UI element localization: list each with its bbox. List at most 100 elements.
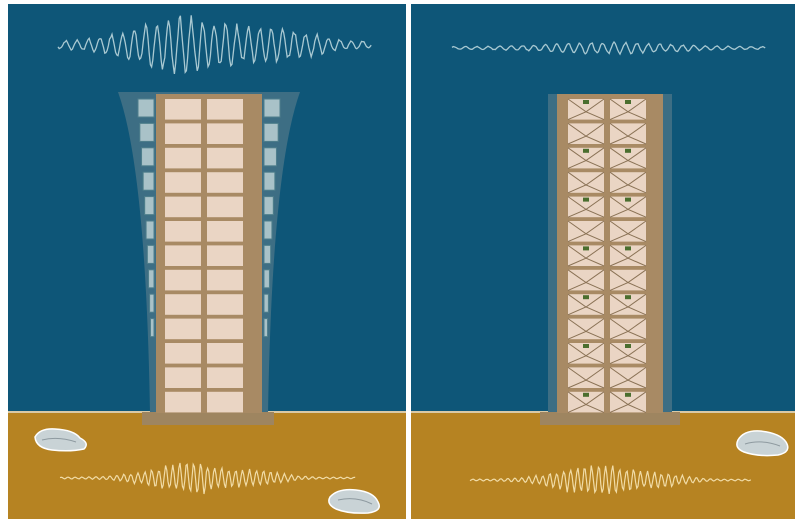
left-glass-pane: [145, 220, 155, 240]
left-rock-1: [34, 428, 87, 452]
right-damper: [583, 100, 589, 104]
right-brace: [609, 269, 647, 291]
right-damper: [583, 344, 589, 348]
right-building: [540, 94, 680, 425]
left-window: [207, 147, 243, 169]
left-window: [207, 294, 243, 315]
left-window: [165, 391, 201, 413]
right-brace: [609, 391, 647, 413]
left-glass-pane: [142, 171, 155, 191]
right-building-base: [540, 412, 680, 425]
right-window: [568, 343, 604, 364]
right-window: [568, 391, 604, 413]
right-brace: [609, 147, 647, 169]
left-window: [165, 147, 201, 169]
left-glass-pane: [146, 244, 155, 264]
right-glass-pane: [263, 244, 272, 264]
right-damper: [625, 197, 631, 202]
right-window: [568, 245, 604, 266]
right-window: [610, 172, 646, 193]
right-panel: [411, 4, 795, 519]
right-window: [610, 245, 646, 266]
left-rock-2: [328, 488, 380, 514]
left-ground-wave: [59, 462, 356, 495]
right-glass-pane: [263, 122, 279, 142]
right-brace: [609, 122, 647, 145]
left-window: [207, 318, 243, 340]
right-brace: [567, 391, 605, 413]
right-window: [568, 294, 604, 315]
right-window: [610, 196, 646, 218]
right-brace: [567, 293, 605, 316]
right-damper: [583, 197, 589, 202]
right-window: [610, 221, 646, 242]
right-brace: [609, 171, 647, 194]
left-window: [165, 269, 201, 291]
right-damper: [583, 246, 589, 251]
right-brace: [609, 196, 647, 218]
left-window: [165, 245, 201, 266]
right-glass-pane: [263, 269, 270, 289]
right-damper: [583, 295, 589, 300]
right-glass-pane: [263, 147, 277, 167]
left-window: [207, 269, 243, 291]
right-damper: [583, 392, 589, 397]
right-brace: [567, 122, 605, 145]
right-brace: [567, 318, 605, 340]
left-glass-pane: [141, 147, 155, 167]
left-windows: [165, 99, 243, 413]
left-window: [165, 294, 201, 315]
left-window: [165, 99, 201, 120]
left-window: [207, 343, 243, 364]
right-window: [610, 318, 646, 340]
right-brace: [567, 147, 605, 169]
left-window: [207, 172, 243, 193]
right-window: [610, 269, 646, 291]
right-brace: [609, 366, 647, 389]
right-window: [610, 123, 646, 144]
left-panel: [8, 4, 406, 519]
left-window: [165, 318, 201, 340]
right-window: [610, 367, 646, 388]
right-glass-pane: [263, 220, 273, 240]
right-window: [568, 172, 604, 193]
right-damper: [625, 148, 631, 153]
left-window: [165, 123, 201, 144]
right-damper: [625, 344, 631, 348]
right-brace: [609, 244, 647, 267]
right-damper: [625, 246, 631, 251]
left-glass-pane: [149, 293, 155, 313]
right-brace: [567, 171, 605, 194]
left-glass-pane: [139, 122, 155, 142]
right-brace: [609, 293, 647, 316]
right-window: [568, 318, 604, 340]
right-window: [568, 221, 604, 242]
right-brace: [567, 220, 605, 243]
left-window: [165, 196, 201, 218]
right-brace: [567, 244, 605, 267]
right-ground-wave: [469, 465, 752, 495]
right-rock: [736, 430, 789, 457]
right-damper: [583, 148, 589, 153]
right-sky-wave: [451, 40, 766, 56]
right-glass-pane: [263, 171, 276, 191]
left-glass-pane: [148, 269, 155, 289]
left-glass-right: [263, 98, 281, 338]
right-window: [610, 147, 646, 169]
right-window: [610, 343, 646, 364]
left-glass-pane: [149, 318, 155, 338]
right-brace: [567, 342, 605, 365]
right-brace: [567, 98, 605, 121]
left-window: [207, 99, 243, 120]
right-window: [610, 99, 646, 120]
right-window: [610, 391, 646, 413]
right-windows: [567, 98, 647, 413]
right-ground: [411, 412, 795, 519]
right-damper: [625, 295, 631, 300]
right-damper: [625, 392, 631, 397]
right-damper: [625, 100, 631, 104]
right-brace: [609, 318, 647, 340]
right-brace: [567, 366, 605, 389]
left-window: [207, 245, 243, 266]
